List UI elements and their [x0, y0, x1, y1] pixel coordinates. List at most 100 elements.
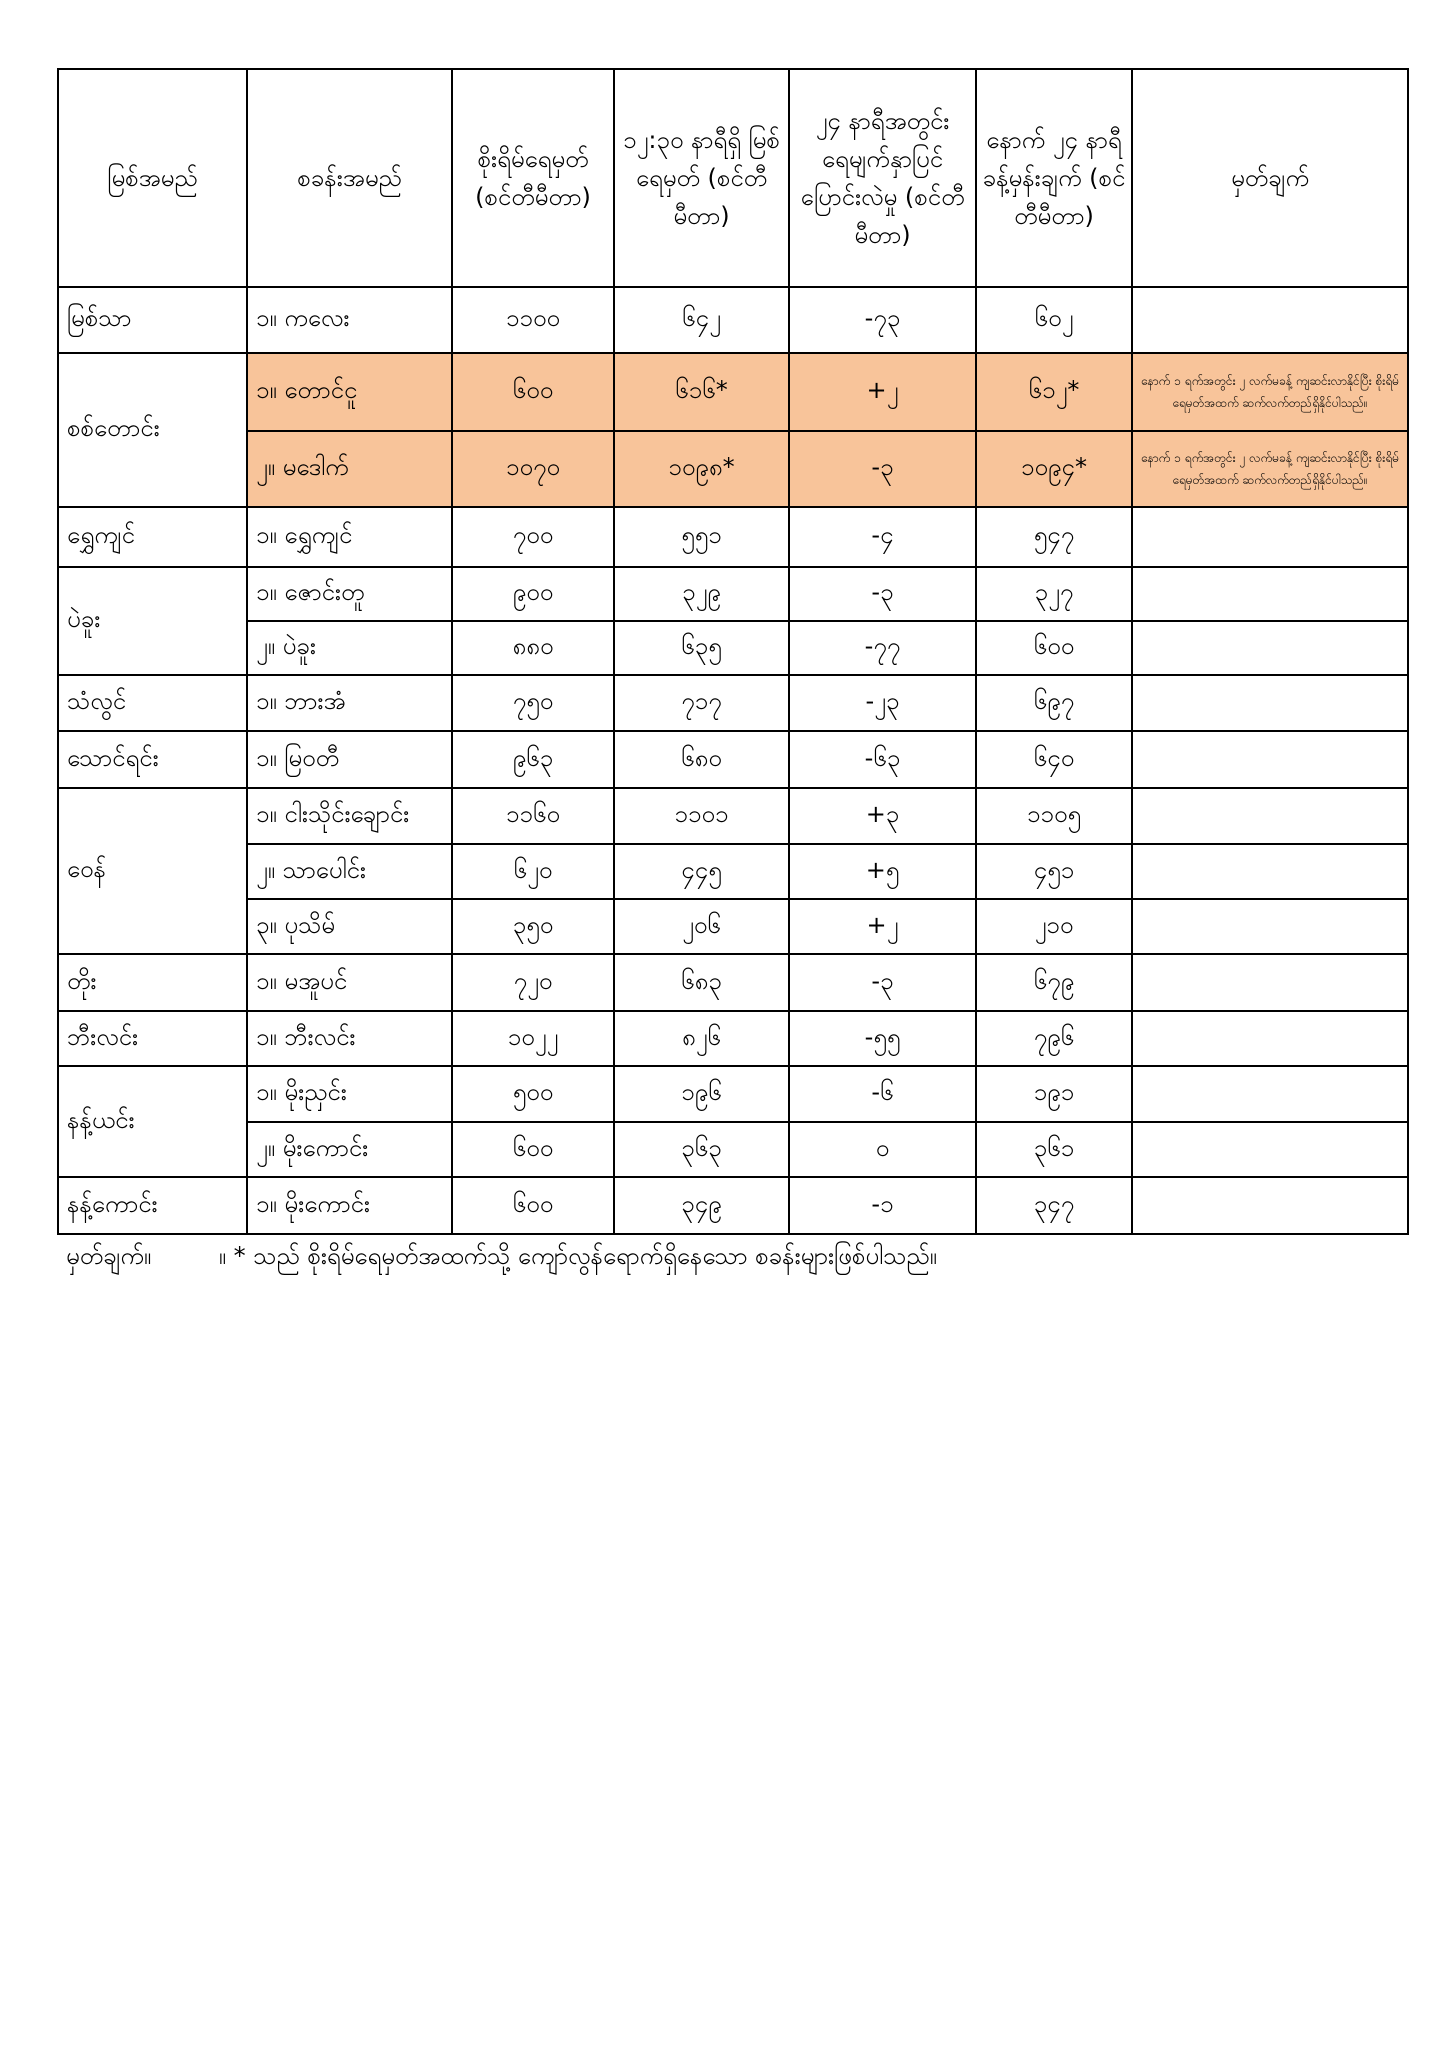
danger-cell: ၁၁၆၀	[451, 787, 615, 845]
change-cell: +၂	[788, 898, 977, 955]
table-row: ဝေန် ၁။ ငါးသိုင်းချောင်း ၁၁၆၀ ၁၁၀၁ +၃ ၁၁၀၅	[57, 787, 1409, 955]
level-cell: ၂၀၆	[613, 898, 790, 955]
station-cell: ၂။ ပဲခူး	[246, 620, 453, 676]
remark-cell	[1131, 843, 1409, 900]
column-header: စခန်းအမည်	[246, 68, 453, 288]
table-row: ပဲခူး ၁။ ဇောင်းတူ ၉၀၀ ၃၂၉ -၃ ၃၂၇	[57, 566, 1409, 676]
table-row: တိုး ၁။ မအူပင် ၇၂၀ ၆၈၃ -၃ ၆၇၉	[57, 953, 1409, 1012]
change-cell: -၆	[788, 1065, 977, 1123]
station-cell: ၁။ ကလေး	[246, 286, 453, 354]
forecast-cell: ၃၄၇	[975, 1176, 1133, 1235]
station-cell: ၁။ တောင်ငူ	[246, 352, 453, 432]
change-cell: -၃	[788, 430, 977, 508]
remark-cell	[1131, 674, 1409, 732]
river-name: မြစ်သာ	[57, 286, 248, 354]
remark-cell	[1131, 620, 1409, 676]
change-cell: -၇၇	[788, 620, 977, 676]
forecast-cell: ၆၁၂*	[975, 352, 1133, 432]
forecast-cell: ၆၄၀	[975, 730, 1133, 789]
remark-cell	[1131, 506, 1409, 568]
danger-cell: ၁၀၇၀	[451, 430, 615, 508]
level-cell: ၁၉၆	[613, 1065, 790, 1123]
remark-cell	[1131, 953, 1409, 1012]
river-name: သောင်ရင်း	[57, 730, 248, 789]
river-name: ဘီးလင်း	[57, 1010, 248, 1067]
column-header: မှတ်ချက်	[1131, 68, 1409, 288]
danger-cell: ၆၀၀	[451, 1121, 615, 1178]
water-level-table: မြစ်အမည် စခန်းအမည် စိုးရိမ်ရေမှတ် (စင်တီမီ…	[57, 68, 1409, 1235]
level-cell: ၄၄၅	[613, 843, 790, 900]
station-cell: ၂။ မိုးကောင်း	[246, 1121, 453, 1178]
change-cell: -၂၃	[788, 674, 977, 732]
table-row: သောင်ရင်း ၁။ မြဝတီ ၉၆၃ ၆၈၀ -၆၃ ၆၄၀	[57, 730, 1409, 789]
change-cell: +၃	[788, 787, 977, 845]
danger-cell: ၆၀၀	[451, 352, 615, 432]
change-cell: -၃	[788, 953, 977, 1012]
table-row: ၂။ သာပေါင်း ၆၂၀ ၄၄၅ +၅ ၄၅၁	[58, 843, 1409, 900]
level-cell: ၈၂၆	[613, 1010, 790, 1067]
river-name: ဝေန်	[57, 787, 248, 955]
remark-cell	[1131, 1065, 1409, 1123]
forecast-cell: ၃၂၇	[975, 566, 1133, 622]
change-cell: -၅၅	[788, 1010, 977, 1067]
table-row: သံလွင် ၁။ ဘားအံ ၇၅၀ ၇၁၇ -၂၃ ၆၉၇	[57, 674, 1409, 732]
forecast-cell: ၃၆၁	[975, 1121, 1133, 1178]
forecast-cell: ၁၁၀၅	[975, 787, 1133, 845]
level-cell: ၆၈၃	[613, 953, 790, 1012]
danger-cell: ၆၀၀	[451, 1176, 615, 1235]
table-row: နန့်ကောင်း ၁။ မိုးကောင်း ၆၀၀ ၃၄၉ -၁ ၃၄၇	[57, 1176, 1409, 1235]
danger-cell: ၉၀၀	[451, 566, 615, 622]
station-cell: ၁။ ဘားအံ	[246, 674, 453, 732]
forecast-cell: ၇၉၆	[975, 1010, 1133, 1067]
remark-cell: နောက် ၁ ရက်အတွင်း ၂ လက်မခန့် ကျဆင်းလာနို…	[1131, 430, 1409, 508]
remark-cell	[1131, 566, 1409, 622]
table-row: ၂။ ပဲခူး ၈၈၀ ၆၃၅ -၇၇ ၆၀၀	[58, 620, 1409, 676]
station-cell: ၁။ ရွှေကျင်	[246, 506, 453, 568]
table-row: မြစ်သာ ၁။ ကလေး ၁၁၀၀ ၆၄၂ -၇၃ ၆၀၂	[57, 286, 1409, 354]
station-cell: ၁။ မိုးကောင်း	[246, 1176, 453, 1235]
header-row: မြစ်အမည် စခန်းအမည် စိုးရိမ်ရေမှတ် (စင်တီမီ…	[57, 68, 1409, 288]
remark-cell: နောက် ၁ ရက်အတွင်း ၂ လက်မခန့် ကျဆင်းလာနို…	[1131, 352, 1409, 432]
column-header: ၂၄ နာရီအတွင်း ရေမျက်နှာပြင် ပြောင်းလဲမှု…	[788, 68, 977, 288]
station-cell: ၁။ ငါးသိုင်းချောင်း	[246, 787, 453, 845]
table-row: ၂။ မဒေါက် ၁၀၇၀ ၁၀၉၈* -၃ ၁၀၉၄* နောက် ၁ ရက်အတွင…	[58, 430, 1409, 508]
forecast-cell: ၆၀၂	[975, 286, 1133, 354]
river-name: တိုး	[57, 953, 248, 1012]
footnote-label: မှတ်ချက်။	[66, 1242, 152, 1270]
footnote: မှတ်ချက်။ ။ * သည် စိုးရိမ်ရေမှတ်အထက်သို့…	[66, 1240, 997, 1276]
level-cell: ၃၆၃	[613, 1121, 790, 1178]
change-cell: ၀	[788, 1121, 977, 1178]
change-cell: -၇၃	[788, 286, 977, 354]
station-cell: ၃။ ပုသိမ်	[246, 898, 453, 955]
level-cell: ၇၁၇	[613, 674, 790, 732]
change-cell: -၁	[788, 1176, 977, 1235]
station-cell: ၁။ မအူပင်	[246, 953, 453, 1012]
remark-cell	[1131, 1176, 1409, 1235]
column-header: ၁၂:၃၀ နာရီရှိ မြစ်ရေမှတ် (စင်တီမီတာ)	[613, 68, 790, 288]
forecast-cell: ၆၉၇	[975, 674, 1133, 732]
danger-cell: ၃၅၀	[451, 898, 615, 955]
level-cell: ၁၁၀၁	[613, 787, 790, 845]
river-name: နန့်ကောင်း	[57, 1176, 248, 1235]
level-cell: ၃၄၉	[613, 1176, 790, 1235]
change-cell: +၂	[788, 352, 977, 432]
table-row: နန့်ယင်း ၁။ မိုးညှင်း ၅၀၀ ၁၉၆ -၆ ၁၉၁	[57, 1065, 1409, 1178]
danger-cell: ၆၂၀	[451, 843, 615, 900]
change-cell: -၄	[788, 506, 977, 568]
forecast-cell: ၁၉၁	[975, 1065, 1133, 1123]
river-name: စစ်တောင်း	[57, 352, 248, 508]
footnote-text: ။ * သည် စိုးရိမ်ရေမှတ်အထက်သို့ ကျော်လွန်…	[218, 1242, 937, 1270]
level-cell: ၆၈၀	[613, 730, 790, 789]
level-cell: ၆၁၆*	[613, 352, 790, 432]
remark-cell	[1131, 1121, 1409, 1178]
danger-cell: ၈၈၀	[451, 620, 615, 676]
change-cell: -၆၃	[788, 730, 977, 789]
danger-cell: ၇၂၀	[451, 953, 615, 1012]
column-header: မြစ်အမည်	[57, 68, 248, 288]
river-name: ပဲခူး	[57, 566, 248, 676]
table-row: ၃။ ပုသိမ် ၃၅၀ ၂၀၆ +၂ ၂၁၀	[58, 898, 1409, 955]
river-name: သံလွင်	[57, 674, 248, 732]
column-header: စိုးရိမ်ရေမှတ် (စင်တီမီတာ)	[451, 68, 615, 288]
column-header: နောက် ၂၄ နာရီ ခန့်မှန်းချက် (စင်တီမီတာ)	[975, 68, 1133, 288]
danger-cell: ၅၀၀	[451, 1065, 615, 1123]
